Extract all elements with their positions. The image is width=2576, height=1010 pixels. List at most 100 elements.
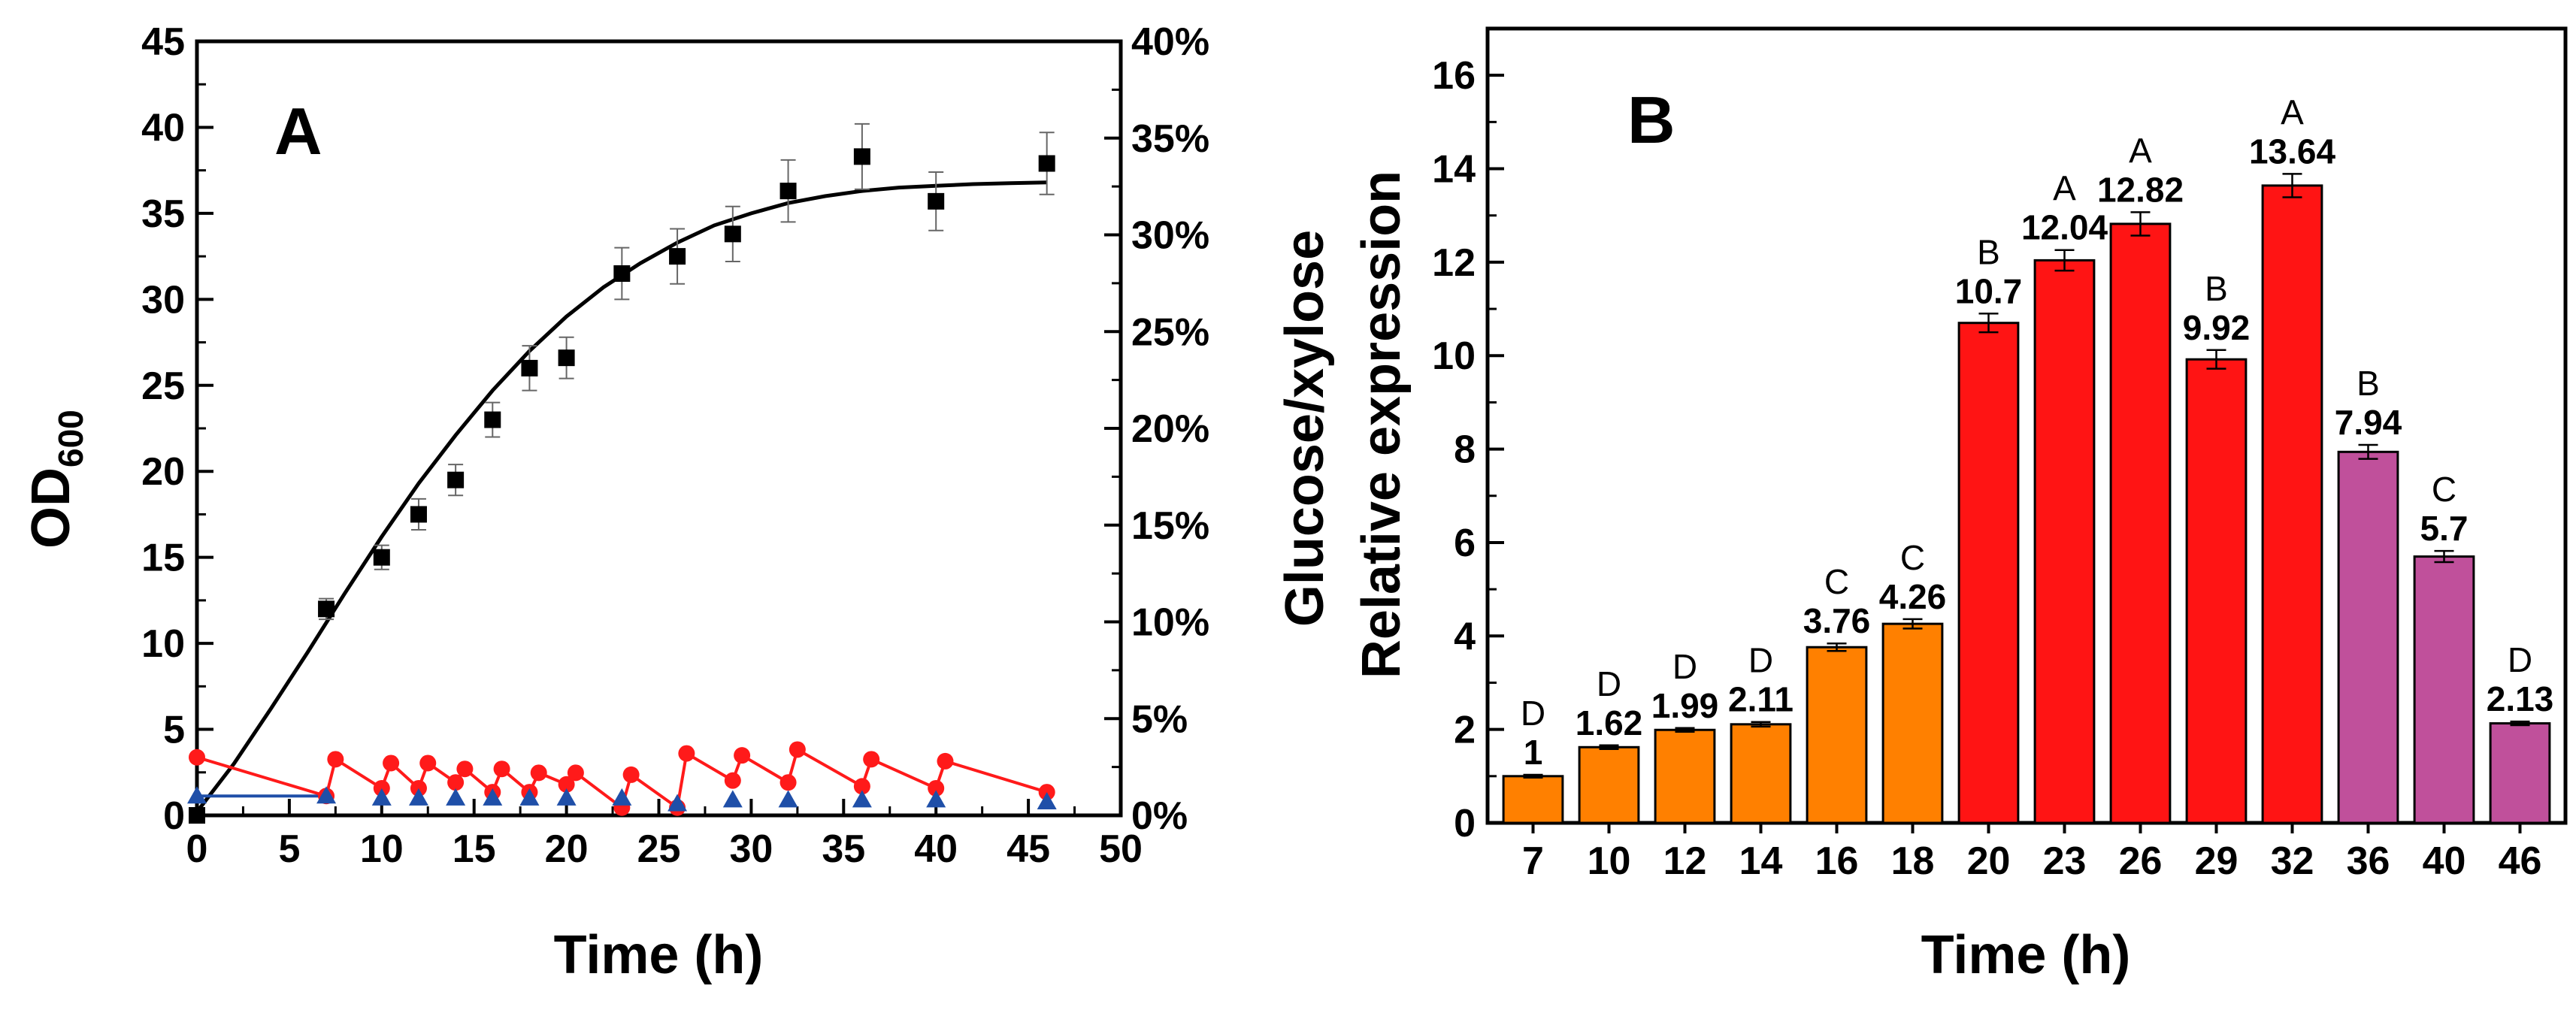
xylose-point [556, 788, 577, 806]
glucose-point [724, 772, 741, 789]
glucose-point [622, 766, 640, 783]
y-tick-label: 25 [141, 364, 185, 408]
xylose-point [926, 790, 946, 808]
od-point [447, 471, 465, 488]
panel-a-data [187, 122, 1057, 824]
x-tick-label: 36 [2347, 839, 2390, 883]
x-tick-label: 32 [2271, 839, 2314, 883]
y-right-tick-label: 40% [1131, 20, 1209, 64]
bar [1730, 723, 1792, 824]
od-point [189, 807, 205, 824]
bar-group-letter: A [2129, 131, 2152, 170]
bar-group-letter: B [2357, 364, 2380, 403]
bar-value-label: 7.94 [2335, 403, 2402, 442]
bar-group-letter: A [2281, 92, 2304, 132]
bar-group-letter: D [1672, 647, 1697, 686]
glucose-line-segment [870, 758, 937, 790]
glucose-line-segment [630, 773, 679, 809]
glucose-point [493, 761, 510, 778]
panel-b-y-ticks: 0 2 4 6 8 10 12 14 16 [1432, 27, 1504, 845]
bar [2185, 358, 2248, 824]
od-point [669, 248, 686, 265]
panel-b-frame [1485, 26, 2568, 825]
bar-value-label: 12.82 [2097, 170, 2184, 209]
bar [1502, 775, 1564, 824]
x-tick-label: 40 [2423, 839, 2466, 883]
y-right-tick-label: 0% [1131, 794, 1188, 838]
bar [1578, 745, 1640, 824]
bar [1957, 322, 2020, 824]
x-tick-label: 20 [1967, 839, 2011, 883]
x-tick-label: 15 [453, 827, 496, 871]
y-right-tick-label: 35% [1131, 117, 1209, 161]
bar [1806, 646, 1868, 824]
xylose-point [722, 790, 743, 808]
xylose-point [519, 788, 540, 806]
glucose-line-segment [944, 759, 1048, 794]
y-tick-label: 0 [1454, 802, 1476, 845]
panel-b-bars: 1D71.62D101.99D122.11D143.76C164.26C1810… [1502, 92, 2554, 883]
bar-value-label: 13.64 [2249, 132, 2336, 171]
xylose-point [316, 786, 337, 804]
glucose-line-segment [796, 748, 863, 788]
y-tick-label: 6 [1454, 522, 1476, 565]
y-tick-label: 45 [141, 20, 185, 64]
bar-group-letter: D [1521, 694, 1545, 733]
y-tick-label: 20 [141, 450, 185, 494]
y-right-tick-label: 10% [1131, 601, 1209, 645]
bar-group-letter: B [2205, 269, 2228, 308]
od-point [521, 359, 538, 376]
x-tick-label: 5 [278, 827, 300, 871]
od-point [779, 183, 797, 200]
panel-a-y-right-axis-title: Glucose/xylose [1275, 230, 1335, 627]
bar-value-label: 4.26 [1879, 577, 1947, 616]
xylose-point [667, 794, 688, 812]
y-right-tick-label: 20% [1131, 407, 1209, 451]
bar-group-letter: D [1597, 664, 1621, 703]
panel-a-y-axis-title-sub: 600 [51, 410, 90, 467]
panel-a-y-ticks: 0 5 10 15 20 25 30 35 40 45 [141, 20, 213, 838]
y-tick-label: 10 [141, 622, 185, 666]
glucose-line-segment [686, 751, 734, 782]
glucose-point [327, 751, 344, 768]
panel-a-x-axis-title: Time (h) [554, 925, 764, 985]
glucose-line-segment [196, 755, 327, 798]
xylose-point [408, 788, 428, 806]
y-tick-label: 5 [163, 709, 185, 752]
panel-b-x-axis-title: Time (h) [1921, 925, 2131, 985]
bar [2109, 222, 2172, 824]
y-tick-label: 12 [1432, 241, 1476, 285]
glucose-point [863, 751, 880, 768]
y-tick-label: 8 [1454, 428, 1476, 472]
xylose-point [187, 786, 207, 804]
glucose-point [189, 748, 205, 766]
y-tick-label: 2 [1454, 709, 1476, 752]
bar [2033, 259, 2096, 824]
od-point [853, 148, 870, 165]
x-tick-label: 29 [2195, 839, 2238, 883]
bar [2489, 722, 2551, 824]
x-tick-label: 45 [1006, 827, 1050, 871]
glucose-point [456, 761, 474, 778]
bar [1881, 622, 1944, 824]
glucose-line-segment [334, 758, 383, 790]
od-point [613, 265, 631, 282]
x-tick-label: 23 [2043, 839, 2087, 883]
bar-value-label: 1.62 [1576, 703, 1643, 742]
bar-group-letter: D [1748, 641, 1773, 680]
od-point [484, 411, 501, 428]
bar-value-label: 2.11 [1728, 680, 1794, 719]
od-point [1038, 155, 1055, 172]
bar [1654, 728, 1716, 824]
glucose-point [937, 752, 954, 770]
x-tick-label: 30 [729, 827, 773, 871]
y-tick-label: 16 [1432, 54, 1476, 98]
x-tick-label: 40 [914, 827, 958, 871]
y-tick-label: 0 [163, 794, 185, 838]
glucose-point [383, 754, 400, 772]
bar-value-label: 2.13 [2487, 679, 2554, 718]
xylose-point [852, 790, 872, 808]
bar [2413, 555, 2475, 824]
bar-group-letter: A [2053, 169, 2076, 208]
